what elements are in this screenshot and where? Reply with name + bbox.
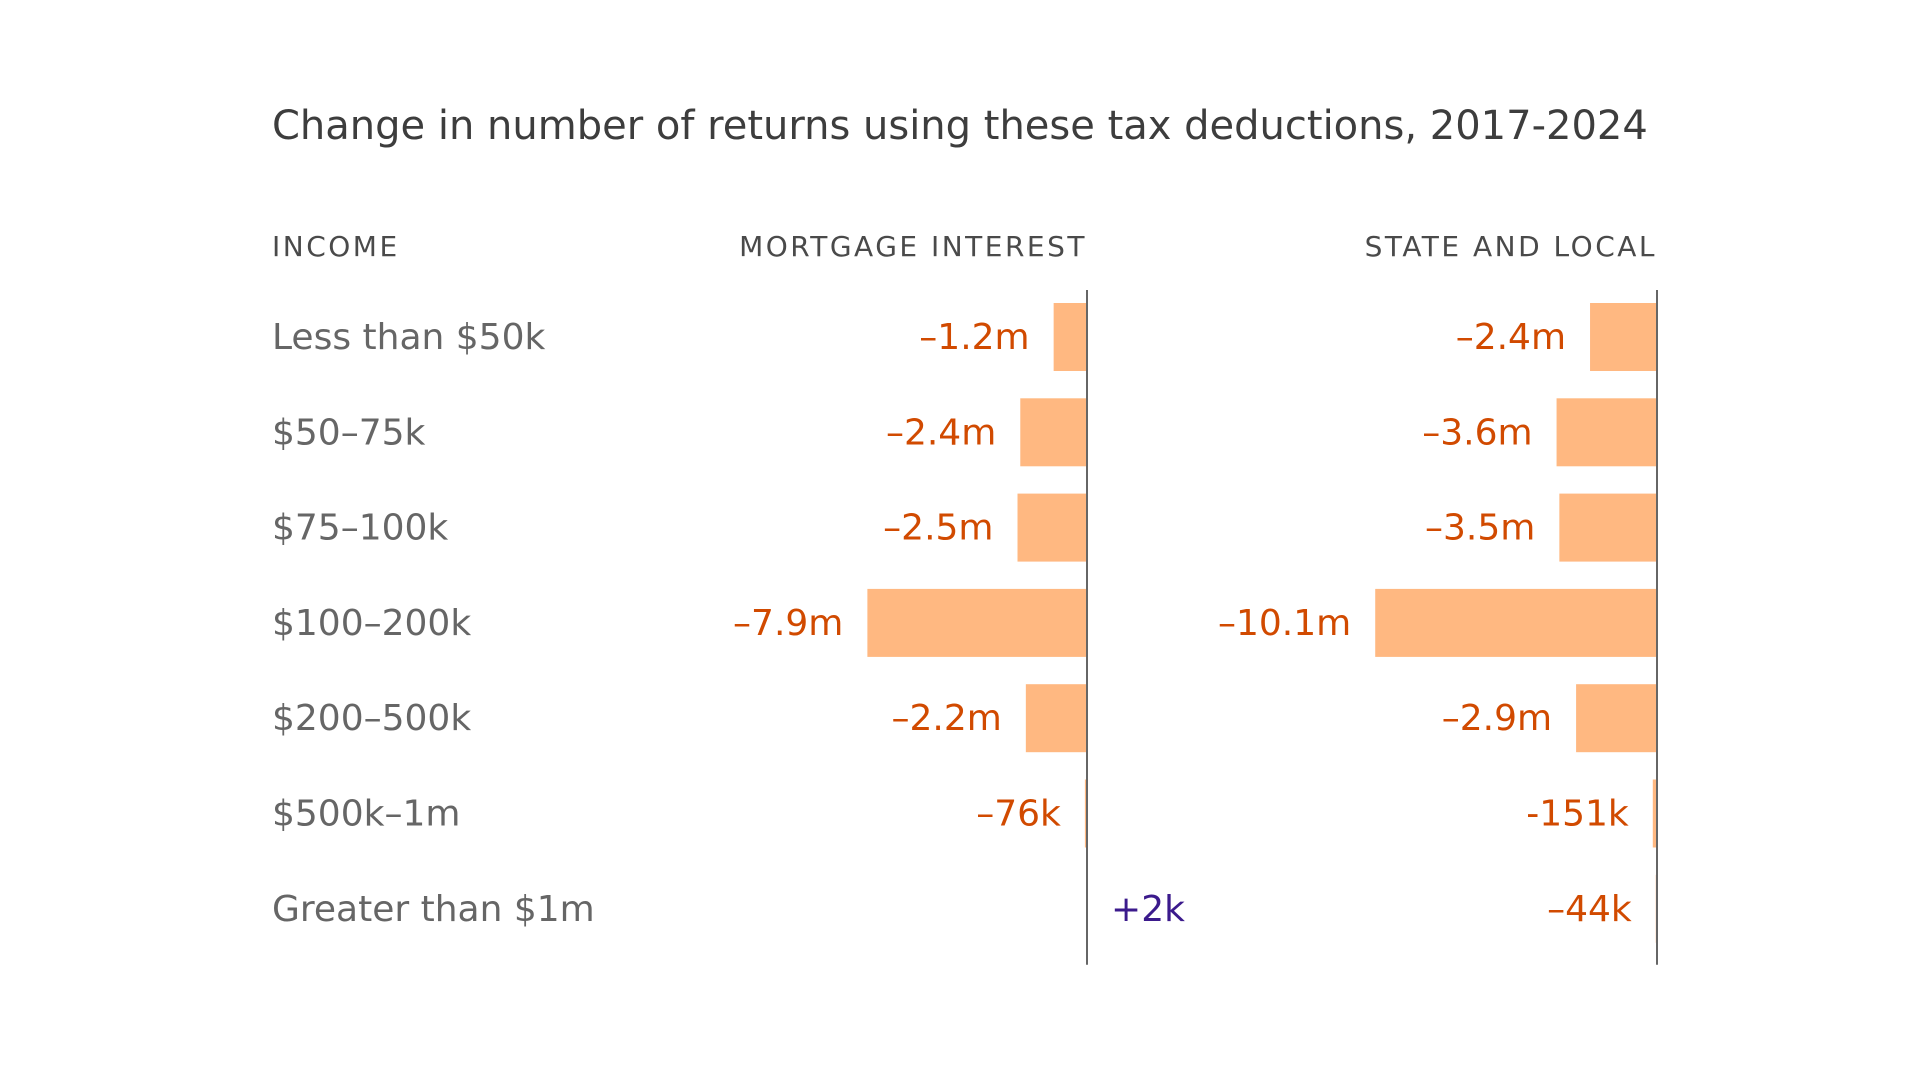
bar xyxy=(1020,398,1087,467)
bar xyxy=(867,588,1087,657)
data-label: –2.9m xyxy=(1442,698,1552,739)
chart-title: Change in number of returns using these … xyxy=(272,103,1648,149)
data-label: –44k xyxy=(1547,889,1632,930)
bar xyxy=(1576,684,1657,753)
data-label: –2.5m xyxy=(883,508,993,549)
category-label: $500k–1m xyxy=(272,794,460,835)
category-label: $100–200k xyxy=(272,603,471,644)
category-label: $50–75k xyxy=(272,412,426,453)
bars-layer xyxy=(867,303,1657,943)
data-label: –2.4m xyxy=(1456,317,1566,358)
bar xyxy=(1590,303,1657,371)
category-label: $200–500k xyxy=(272,698,471,739)
bar xyxy=(1559,493,1657,562)
bar xyxy=(1025,684,1087,753)
data-label: –2.2m xyxy=(892,698,1002,739)
bar xyxy=(1652,779,1657,848)
data-label: –3.5m xyxy=(1425,508,1535,549)
bar xyxy=(1084,779,1087,848)
category-label: Less than $50k xyxy=(272,317,545,358)
mortgage-interest-header: MORTGAGE INTEREST xyxy=(739,230,1087,263)
state-and-local-header: STATE AND LOCAL xyxy=(1365,230,1657,263)
data-label: -151k xyxy=(1526,794,1629,835)
category-label: Greater than $1m xyxy=(272,889,595,930)
rows-layer: Less than $50k $50–75k $75–100k $100–200k $2… xyxy=(272,317,595,930)
bar xyxy=(1556,398,1657,467)
data-label: +2k xyxy=(1111,889,1185,930)
bar xyxy=(1017,493,1087,562)
data-label: –10.1m xyxy=(1218,603,1351,644)
income-column-header: INCOME xyxy=(272,230,400,263)
bar xyxy=(1053,303,1087,371)
data-label: –1.2m xyxy=(919,317,1029,358)
data-label: –2.4m xyxy=(886,412,996,453)
axes-layer xyxy=(1086,290,1658,965)
category-label: $75–100k xyxy=(272,508,448,549)
labels-layer: –1.2m –2.4m –2.5m –7.9m –2.2m –76k +2k –2.4m –3.… xyxy=(733,317,1632,930)
data-label: –7.9m xyxy=(733,603,843,644)
data-label: –76k xyxy=(976,794,1061,835)
data-label: –3.6m xyxy=(1422,412,1532,453)
bar xyxy=(1375,588,1657,657)
